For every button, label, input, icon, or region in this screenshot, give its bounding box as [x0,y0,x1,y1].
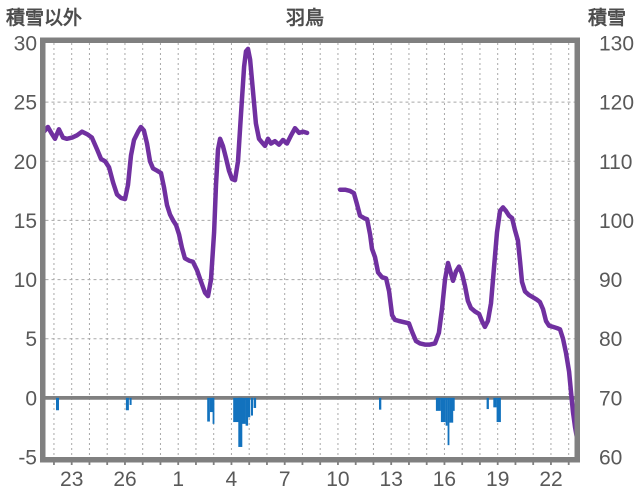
left-axis-title: 積雪以外 [6,8,83,29]
svg-text:10: 10 [326,468,349,491]
svg-text:80: 80 [599,328,622,351]
svg-text:100: 100 [599,210,634,233]
svg-text:120: 120 [599,92,634,115]
svg-text:0: 0 [25,387,37,410]
svg-text:30: 30 [14,33,37,56]
svg-text:23: 23 [60,468,83,491]
svg-text:60: 60 [599,447,622,470]
svg-text:15: 15 [14,210,37,233]
svg-text:10: 10 [14,269,37,292]
svg-text:22: 22 [539,468,562,491]
svg-text:19: 19 [486,468,509,491]
svg-text:110: 110 [599,151,632,174]
chart-title: 羽鳥 [285,8,324,29]
svg-text:4: 4 [226,468,238,491]
right-axis-title: 積雪 [588,8,627,29]
svg-text:1: 1 [172,468,184,491]
svg-text:130: 130 [599,33,634,56]
svg-text:26: 26 [113,468,136,491]
svg-text:16: 16 [433,468,456,491]
svg-text:7: 7 [279,468,291,491]
svg-text:20: 20 [14,151,37,174]
svg-text:-5: -5 [18,447,37,470]
svg-text:5: 5 [25,328,37,351]
svg-text:90: 90 [599,269,622,292]
svg-text:70: 70 [599,387,622,410]
svg-text:25: 25 [14,92,37,115]
svg-text:13: 13 [380,468,403,491]
